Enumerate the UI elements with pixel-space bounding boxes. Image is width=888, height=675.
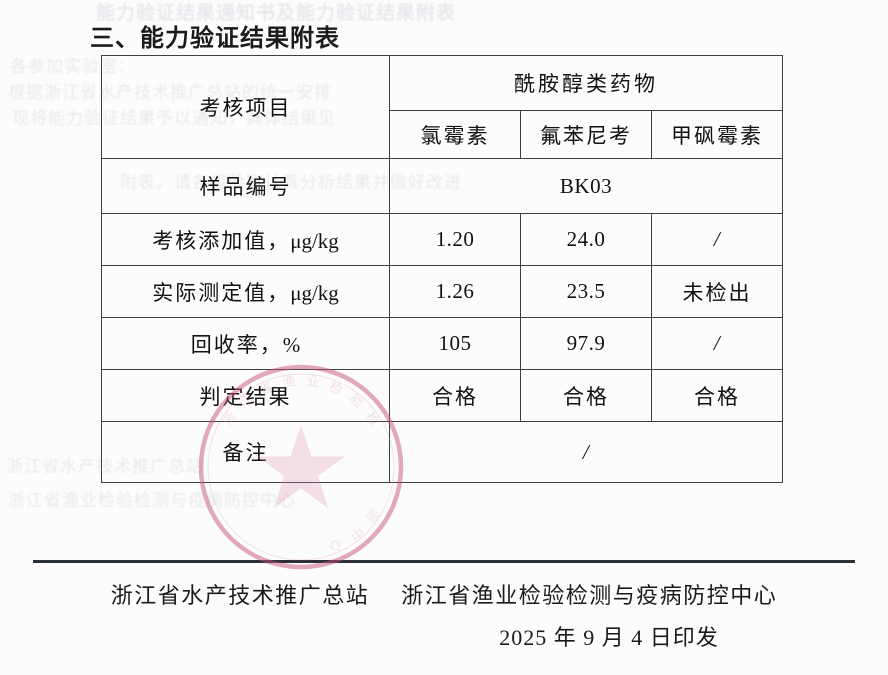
cell-judgement-florfenicol: 合格 bbox=[520, 369, 652, 422]
svg-text:测: 测 bbox=[363, 506, 383, 525]
footer-org-left: 浙江省水产技术推广总站 bbox=[110, 583, 370, 608]
cell-spiked-chloramphenicol: 1.20 bbox=[389, 213, 521, 266]
svg-text:中: 中 bbox=[347, 523, 367, 543]
footer-organizations: 浙江省水产技术推广总站 浙江省渔业检验检测与疫病防控中心 bbox=[0, 578, 888, 610]
cell-spiked-thiamphenicol: / bbox=[650, 213, 784, 266]
row-label-spiked-value: 考核添加值，μg/kg bbox=[101, 213, 390, 266]
cell-judgement-chloramphenicol: 合格 bbox=[389, 369, 521, 422]
cell-measured-chloramphenicol: 1.26 bbox=[389, 265, 521, 318]
page-title: 三、能力验证结果附表 bbox=[90, 25, 340, 52]
row-label-unit: μg/kg bbox=[290, 280, 339, 305]
header-cell-item: 考核项目 bbox=[101, 55, 390, 159]
cell-measured-thiamphenicol: 未检出 bbox=[650, 265, 784, 318]
footer-divider bbox=[33, 560, 855, 563]
footer-org-right: 浙江省渔业检验检测与疫病防控中心 bbox=[401, 583, 778, 608]
row-label-remark: 备注 bbox=[101, 421, 390, 483]
capability-verification-result-table: 考核项目 酰胺醇类药物 氯霉素 氟苯尼考 甲砜霉素 样品编号 BK03 考核添加… bbox=[101, 55, 784, 483]
header-cell-analyte-2: 氟苯尼考 bbox=[520, 110, 652, 159]
row-label-measured-value: 实际测定值，μg/kg bbox=[101, 265, 390, 318]
table-row: 样品编号 BK03 bbox=[101, 158, 784, 214]
cell-spiked-florfenicol: 24.0 bbox=[520, 213, 652, 266]
header-cell-analyte-3: 甲砜霉素 bbox=[650, 110, 784, 159]
row-label-text: 考核添加值， bbox=[152, 228, 291, 253]
table-row: 氯霉素 氟苯尼考 甲砜霉素 bbox=[102, 110, 784, 159]
table-row: 考核添加值，μg/kg 1.20 24.0 / bbox=[101, 213, 784, 266]
row-label-unit: % bbox=[282, 332, 301, 357]
row-label-text: 回收率， bbox=[190, 332, 283, 357]
row-label-judgement: 判定结果 bbox=[101, 369, 390, 422]
row-label-recovery-rate: 回收率，% bbox=[101, 317, 390, 370]
row-label-text: 实际测定值， bbox=[152, 280, 291, 305]
cell-judgement-thiamphenicol: 合格 bbox=[650, 369, 784, 422]
cell-sample-number-value: BK03 bbox=[388, 158, 784, 214]
cell-recovery-chloramphenicol: 105 bbox=[389, 317, 521, 370]
svg-text:心: 心 bbox=[327, 537, 345, 556]
table-row: 实际测定值，μg/kg 1.26 23.5 未检出 bbox=[101, 265, 784, 318]
footer-issue-date: 2025 年 9 月 4 日印发 bbox=[499, 625, 719, 650]
row-label-sample-number: 样品编号 bbox=[101, 158, 390, 214]
cell-measured-florfenicol: 23.5 bbox=[520, 265, 652, 318]
ghost-text-line: 浙江省渔业检验检测与疫病防控中心 bbox=[8, 491, 296, 510]
cell-remark-value: / bbox=[388, 421, 784, 483]
header-cell-analyte-1: 氯霉素 bbox=[389, 110, 521, 159]
table-row: 回收率，% 105 97.9 / bbox=[101, 317, 784, 370]
header-cell-drug-group: 酰胺醇类药物 bbox=[388, 55, 784, 111]
table-row: 判定结果 合格 合格 合格 bbox=[101, 369, 784, 422]
row-label-unit: μg/kg bbox=[290, 228, 339, 253]
cell-recovery-florfenicol: 97.9 bbox=[520, 317, 652, 370]
table-row: 考核项目 酰胺醇类药物 bbox=[101, 55, 784, 159]
cell-recovery-thiamphenicol: / bbox=[650, 317, 784, 370]
table-row: 备注 / bbox=[101, 421, 784, 483]
